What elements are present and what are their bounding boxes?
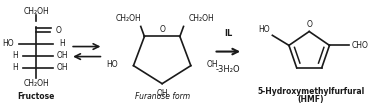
Text: Fructose: Fructose xyxy=(17,92,55,101)
Text: O: O xyxy=(159,25,165,34)
Text: OH: OH xyxy=(206,60,218,69)
Text: CH₂OH: CH₂OH xyxy=(116,14,142,23)
Text: IL: IL xyxy=(224,29,232,38)
Text: HO: HO xyxy=(106,60,118,69)
Text: -3H₂O: -3H₂O xyxy=(216,65,241,74)
Text: CH₂OH: CH₂OH xyxy=(188,14,214,23)
Text: H: H xyxy=(12,51,18,60)
Text: OH: OH xyxy=(57,63,68,72)
Text: O: O xyxy=(56,26,62,35)
Text: HO: HO xyxy=(3,39,14,48)
Text: 5-Hydroxymethylfurfural: 5-Hydroxymethylfurfural xyxy=(257,87,365,96)
Text: O: O xyxy=(306,20,312,29)
Text: (HMF): (HMF) xyxy=(298,95,324,104)
Text: H: H xyxy=(12,63,18,72)
Text: CHO: CHO xyxy=(351,41,368,50)
Text: HO: HO xyxy=(259,25,270,34)
Text: H: H xyxy=(60,39,65,48)
Text: CH₂OH: CH₂OH xyxy=(23,7,49,16)
Text: OH: OH xyxy=(156,89,168,98)
Text: OH: OH xyxy=(57,51,68,60)
Text: CH₂OH: CH₂OH xyxy=(23,79,49,88)
Text: Furanose form: Furanose form xyxy=(135,92,190,101)
